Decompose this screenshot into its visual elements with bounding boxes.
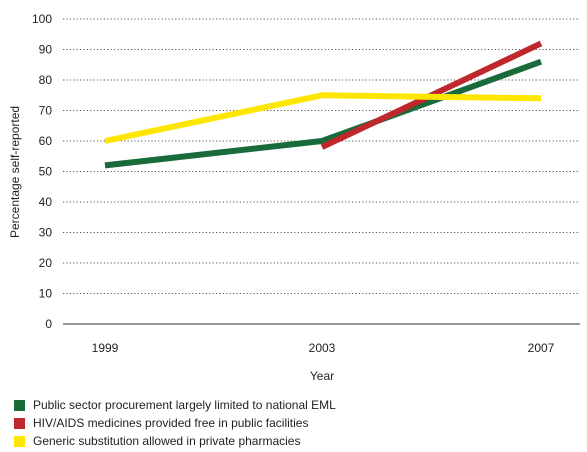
legend-item: Generic substitution allowed in private … [14, 432, 574, 450]
legend-swatch [14, 399, 25, 411]
y-axis-tick-labels: 0 10 20 30 40 50 60 70 80 90 100 [32, 12, 52, 331]
legend-item: Public sector procurement largely limite… [14, 396, 574, 414]
y-tick-label: 10 [39, 287, 53, 301]
x-axis-tick-labels: 1999 2003 2007 [92, 341, 555, 355]
legend-item: HIV/AIDS medicines provided free in publ… [14, 414, 574, 432]
legend-swatch [14, 417, 25, 429]
y-tick-label: 40 [39, 195, 53, 209]
y-tick-label: 90 [39, 43, 53, 57]
series-lines [104, 40, 543, 169]
y-axis-label: Percentage self-reported [8, 106, 22, 238]
y-tick-label: 60 [39, 134, 53, 148]
y-tick-label: 50 [39, 165, 53, 179]
legend-label: HIV/AIDS medicines provided free in publ… [33, 416, 309, 430]
legend-swatch [14, 435, 25, 447]
y-tick-label: 0 [45, 317, 52, 331]
legend-label: Public sector procurement largely limite… [33, 398, 336, 412]
x-axis-label: Year [310, 369, 334, 383]
series-line-1 [104, 58, 543, 169]
y-tick-label: 100 [32, 12, 52, 26]
legend-label: Generic substitution allowed in private … [33, 434, 301, 448]
series-line-3 [104, 92, 542, 144]
y-tick-label: 30 [39, 226, 53, 240]
x-tick-label: 1999 [92, 341, 119, 355]
line-chart: 0 10 20 30 40 50 60 70 80 90 100 1999 2003 2007 Perc… [8, 12, 580, 383]
x-tick-label: 2003 [309, 341, 336, 355]
y-tick-label: 70 [39, 104, 53, 118]
gridlines [63, 18, 580, 325]
y-tick-label: 80 [39, 73, 53, 87]
legend: Public sector procurement largely limite… [14, 396, 574, 450]
x-tick-label: 2007 [528, 341, 555, 355]
y-tick-label: 20 [39, 256, 53, 270]
